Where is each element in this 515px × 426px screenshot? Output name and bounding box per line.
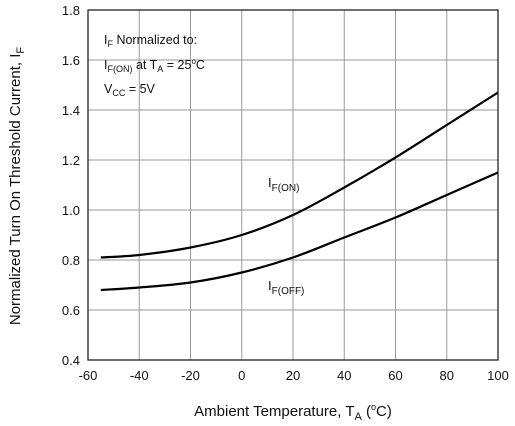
x-tick-label: 100 [487, 368, 509, 383]
x-tick-label: -60 [79, 368, 98, 383]
y-tick-label: 0.8 [62, 253, 80, 268]
note-line-3: VCC = 5V [104, 82, 156, 98]
x-axis-label: Ambient Temperature, TA (oC) [194, 402, 392, 423]
x-tick-label: 0 [238, 368, 245, 383]
y-tick-label: 1.6 [62, 53, 80, 68]
x-tick-label: -40 [130, 368, 149, 383]
y-tick-label: 0.4 [62, 353, 80, 368]
series-line-f-on [100, 91, 499, 259]
x-tick-label: 40 [337, 368, 351, 383]
y-tick-label: 1.0 [62, 203, 80, 218]
series-layer [100, 91, 499, 292]
y-tick-labels: 0.4 0.6 0.8 1.0 1.2 1.4 1.6 1.8 [62, 3, 80, 368]
x-tick-labels: -60 -40 -20 0 20 40 60 80 100 [79, 368, 509, 383]
note-line-1: IF Normalized to: [104, 33, 197, 49]
y-tick-label: 0.6 [62, 303, 80, 318]
series-line-f-off [100, 171, 499, 292]
y-tick-label: 1.2 [62, 153, 80, 168]
x-tick-label: -20 [181, 368, 200, 383]
x-tick-label: 80 [440, 368, 454, 383]
normalization-note: IF Normalized to: IF(ON) at TA = 25oC VC… [104, 33, 205, 98]
series-label-f-off: IF(OFF) [268, 278, 304, 297]
x-tick-label: 20 [286, 368, 300, 383]
plot-frame [87, 9, 499, 361]
y-tick-label: 1.8 [62, 3, 80, 18]
note-line-2: IF(ON) at TA = 25oC [104, 57, 205, 74]
x-tick-label: 60 [388, 368, 402, 383]
y-tick-label: 1.4 [62, 103, 80, 118]
y-axis-label: Normalized Turn On Threshold Current, IF [7, 47, 27, 326]
series-label-f-on: IF(ON) [268, 175, 299, 194]
